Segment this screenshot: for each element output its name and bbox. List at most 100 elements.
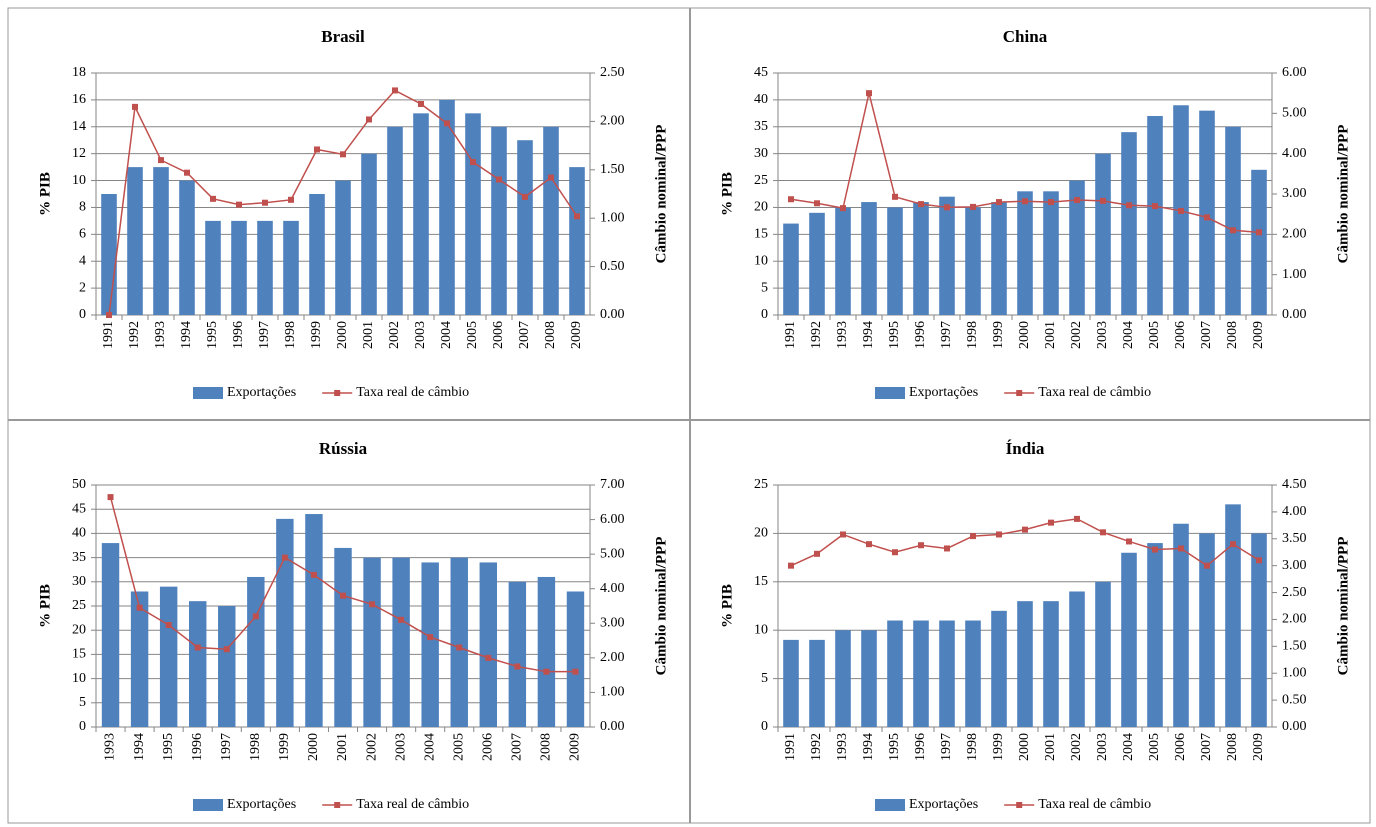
chart-title: Rússia xyxy=(319,439,368,458)
x-tick-label: 2001 xyxy=(1043,321,1058,349)
x-tick-label: 1991 xyxy=(101,321,116,349)
bar xyxy=(363,557,381,727)
x-tick-label: 2004 xyxy=(1121,733,1136,761)
x-tick-label: 2002 xyxy=(1069,321,1084,349)
x-tick-label: 1993 xyxy=(835,733,850,761)
bar xyxy=(913,202,929,315)
bar xyxy=(783,223,799,315)
bar xyxy=(835,207,851,315)
y-tick-label: 15 xyxy=(754,227,768,242)
bar xyxy=(1199,110,1215,316)
marker xyxy=(456,644,463,651)
x-tick-label: 1996 xyxy=(190,733,205,761)
marker xyxy=(840,531,846,538)
marker xyxy=(814,200,820,207)
x-tick-label: 2004 xyxy=(422,733,437,761)
marker xyxy=(996,531,1002,538)
bar xyxy=(392,557,410,727)
y2-tick-label: 1.00 xyxy=(600,210,625,225)
marker xyxy=(1178,545,1184,552)
bar xyxy=(159,586,178,727)
legend-label: Exportações xyxy=(909,797,978,812)
bar xyxy=(1225,504,1241,727)
x-tick-label: 2002 xyxy=(364,733,379,761)
y-tick-label: 20 xyxy=(754,526,768,541)
y-tick-label: 15 xyxy=(72,647,86,662)
bar xyxy=(421,562,439,727)
bar xyxy=(965,207,981,315)
marker xyxy=(1074,197,1080,204)
y-tick-label: 30 xyxy=(72,574,86,589)
marker xyxy=(574,213,580,220)
legend-swatch xyxy=(334,390,341,396)
x-tick-label: 1996 xyxy=(231,321,246,349)
bar xyxy=(913,620,929,727)
x-tick-label: 2000 xyxy=(335,321,350,349)
marker xyxy=(158,157,164,164)
y-tick-label: 4 xyxy=(79,253,86,268)
bar xyxy=(101,543,120,727)
x-tick-label: 2002 xyxy=(387,321,402,349)
y-tick-label: 45 xyxy=(754,65,768,80)
y2-tick-label: 1.00 xyxy=(1282,665,1307,680)
marker xyxy=(310,571,317,578)
bar xyxy=(1199,533,1215,727)
bar xyxy=(991,202,1007,315)
x-tick-label: 1992 xyxy=(809,733,824,761)
y-tick-label: 30 xyxy=(754,146,768,161)
y2-tick-label: 1.00 xyxy=(1282,267,1307,282)
x-tick-label: 2007 xyxy=(1199,733,1214,761)
bar xyxy=(861,202,877,315)
bar xyxy=(1069,180,1085,315)
bar xyxy=(1017,191,1033,315)
marker xyxy=(572,668,579,675)
bar xyxy=(305,514,323,727)
bar xyxy=(450,557,468,727)
y-tick-label: 40 xyxy=(754,92,768,107)
y-tick-label: 10 xyxy=(754,253,768,268)
bar xyxy=(991,610,1007,727)
y2-tick-label: 0.50 xyxy=(1282,692,1307,707)
marker xyxy=(788,562,794,569)
bar xyxy=(247,576,265,727)
legend-swatch xyxy=(1016,802,1023,808)
y-tick-label: 25 xyxy=(754,173,768,188)
x-tick-label: 2007 xyxy=(1199,321,1214,349)
x-tick-label: 1995 xyxy=(887,733,902,761)
x-tick-label: 2001 xyxy=(1043,733,1058,761)
marker xyxy=(918,542,924,549)
bar xyxy=(566,591,585,727)
y-axis-title: % PIB xyxy=(37,584,53,628)
x-tick-label: 2008 xyxy=(543,321,558,349)
marker xyxy=(514,663,521,670)
x-tick-label: 2003 xyxy=(413,321,428,349)
bar xyxy=(413,113,429,315)
bar xyxy=(861,630,877,727)
x-tick-label: 1998 xyxy=(965,321,980,349)
y-tick-label: 14 xyxy=(72,119,86,134)
x-tick-label: 2009 xyxy=(569,321,584,349)
bar xyxy=(537,576,556,727)
y-tick-label: 10 xyxy=(72,671,86,686)
x-tick-label: 2008 xyxy=(1225,733,1240,761)
y-tick-label: 10 xyxy=(72,173,86,188)
legend-swatch xyxy=(1016,390,1023,396)
bar xyxy=(508,581,527,727)
bar xyxy=(153,167,169,315)
marker xyxy=(1074,515,1080,522)
y2-tick-label: 4.50 xyxy=(1282,477,1307,492)
x-tick-label: 2004 xyxy=(439,321,454,349)
bar xyxy=(965,620,981,727)
legend-swatch xyxy=(193,387,223,399)
y-tick-label: 16 xyxy=(72,92,86,107)
bar xyxy=(276,518,294,727)
x-tick-label: 1994 xyxy=(132,733,147,761)
marker xyxy=(107,494,114,501)
x-tick-label: 2005 xyxy=(1147,733,1162,761)
marker xyxy=(470,159,476,166)
y-tick-label: 8 xyxy=(79,200,86,215)
legend-label: Taxa real de câmbio xyxy=(1038,385,1151,400)
x-tick-label: 2007 xyxy=(510,733,525,761)
bar xyxy=(257,220,273,315)
marker xyxy=(210,195,216,202)
